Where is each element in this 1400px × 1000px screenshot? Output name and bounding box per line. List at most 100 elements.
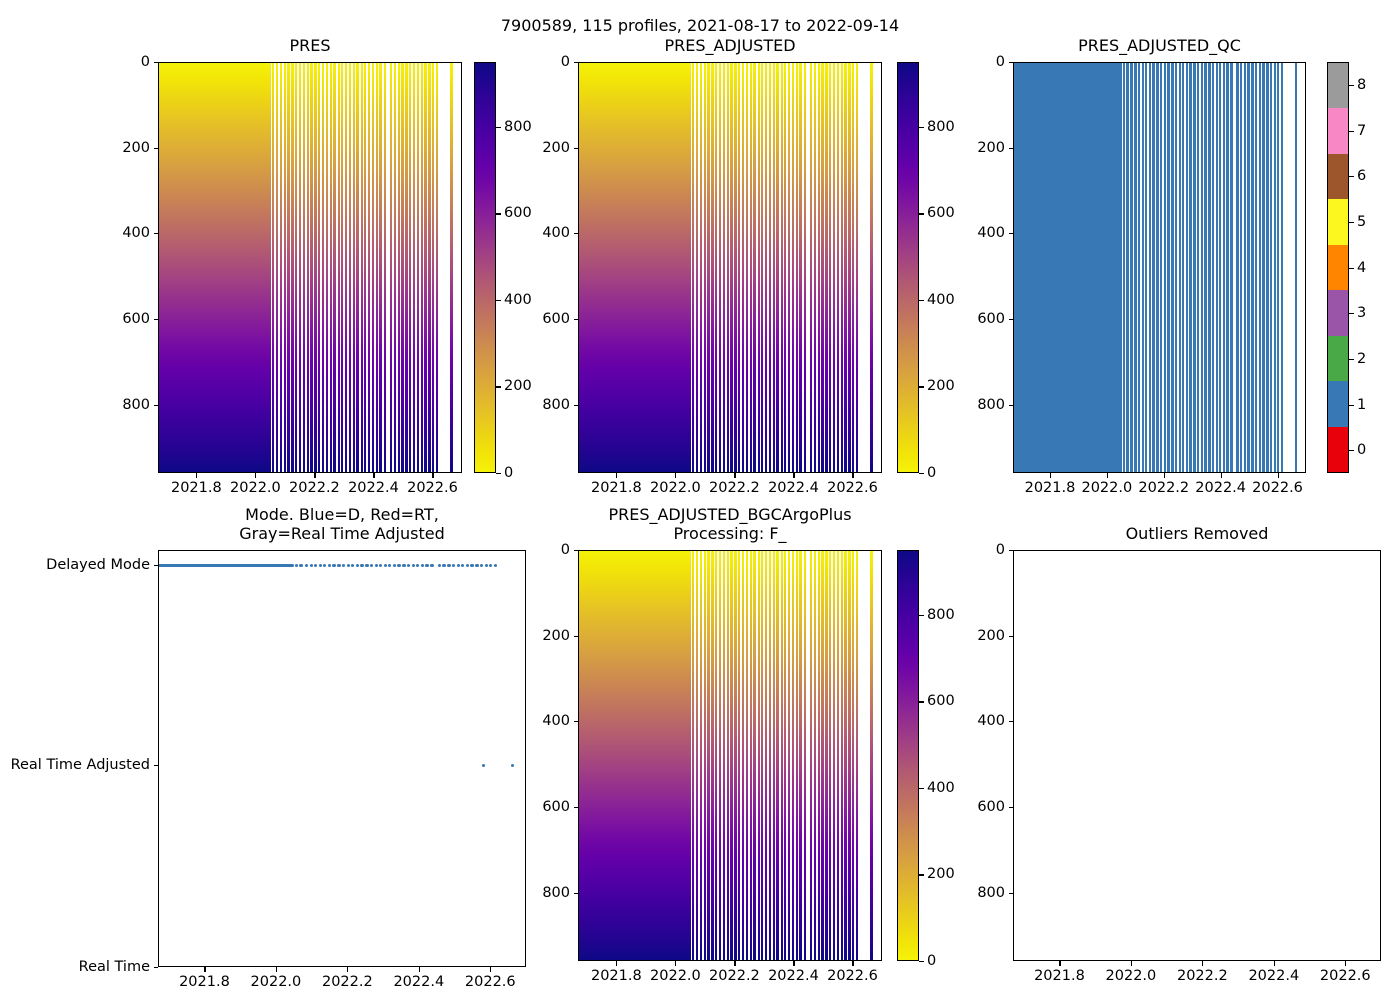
- profile-column: [699, 551, 702, 960]
- profile-column: [216, 63, 220, 472]
- xtick-mark-outliers_removed-2: [1202, 961, 1204, 966]
- profile-column: [227, 63, 231, 472]
- profile-column: [345, 63, 348, 472]
- profile-column: [651, 63, 655, 472]
- ytick-mark-mode-2: [153, 967, 158, 969]
- profile-column: [825, 63, 828, 472]
- profile-column: [665, 63, 669, 472]
- profile-column: [1266, 63, 1269, 472]
- profile-column: [1115, 63, 1119, 472]
- profile-column: [200, 63, 205, 472]
- ytick-mark-pres_adjusted_bgcargoplus-4: [573, 892, 578, 894]
- profile-column: [722, 551, 725, 960]
- profile-column: [160, 63, 164, 472]
- profile-column: [840, 63, 844, 472]
- profile-column: [1281, 63, 1284, 472]
- pressure-colorbar-tickmark-pres_adjusted_bgcargoplus-3: [919, 701, 924, 703]
- profile-column: [1226, 63, 1229, 472]
- xtick-mark-pres_adjusted-0: [616, 473, 618, 478]
- mode-point-delayed: [294, 563, 299, 568]
- mode-point-delayed: [318, 563, 323, 568]
- profile-column: [161, 63, 166, 472]
- ytick-mark-mode-1: [153, 764, 158, 766]
- profile-column: [236, 63, 240, 472]
- xtick-label-pres_adjusted_qc-3: 2022.4: [1195, 480, 1247, 496]
- xtick-label-pres_adjusted-4: 2022.6: [827, 480, 878, 496]
- profile-column: [768, 551, 772, 960]
- mode-point-delayed: [323, 563, 327, 568]
- profile-column: [199, 63, 203, 472]
- xtick-mark-pres_adjusted_bgcargoplus-2: [734, 961, 736, 966]
- pressure-colorbar-tickmark-pres_adjusted_bgcargoplus-4: [919, 614, 924, 616]
- ytick-label-pres-4: 800: [122, 396, 150, 413]
- pressure-colorbar-tick-pres_adjusted-2: 400: [927, 291, 955, 308]
- profile-column: [581, 63, 586, 472]
- profile-column: [715, 63, 718, 472]
- profile-column: [730, 63, 733, 472]
- xtick-label-outliers_removed-1: 2022.0: [1105, 968, 1157, 984]
- profile-column: [656, 551, 660, 960]
- profile-column: [668, 63, 672, 472]
- profile-column: [1134, 63, 1137, 472]
- xtick-mark-outliers_removed-0: [1059, 961, 1061, 966]
- profile-column: [844, 551, 847, 960]
- qc-colorbar: [1327, 62, 1349, 473]
- profile-column: [631, 63, 635, 472]
- mode-point-delayed: [484, 563, 488, 568]
- pressure-colorbar-tickmark-pres-2: [496, 299, 501, 302]
- profile-column: [589, 63, 593, 472]
- mode-point-delayed: [460, 563, 465, 568]
- profile-column: [661, 551, 665, 960]
- profile-column: [601, 63, 605, 472]
- profile-column: [682, 63, 687, 472]
- profile-column: [638, 63, 642, 472]
- profile-column: [223, 63, 228, 472]
- profile-column: [703, 63, 707, 472]
- pressure-colorbar-tick-pres_adjusted_bgcargoplus-4: 800: [927, 606, 955, 623]
- profile-column: [674, 63, 678, 472]
- profile-column: [183, 63, 187, 472]
- profile-column: [375, 63, 379, 472]
- profile-column: [784, 551, 787, 960]
- profile-column: [592, 551, 596, 960]
- profile-column: [658, 63, 662, 472]
- profile-column: [665, 551, 669, 960]
- profile-column: [642, 551, 646, 960]
- profile-column: [1088, 63, 1092, 472]
- profile-column: [1145, 63, 1148, 472]
- profile-column: [601, 551, 605, 960]
- profile-column: [581, 551, 586, 960]
- profile-column: [299, 63, 302, 472]
- profile-column: [1215, 63, 1218, 472]
- profile-column: [229, 63, 233, 472]
- mode-point-delayed: [411, 563, 416, 568]
- qc-colorbar-swatch-1: [1328, 381, 1348, 427]
- profile-column: [619, 551, 623, 960]
- xtick-mark-pres_adjusted-1: [675, 473, 677, 478]
- profile-column: [1114, 63, 1118, 472]
- mode-point-delayed: [378, 563, 383, 568]
- mode-point-delayed: [406, 563, 411, 568]
- qc-colorbar-swatch-3: [1328, 290, 1348, 336]
- profile-column: [248, 63, 252, 472]
- profile-column: [649, 551, 653, 960]
- profile-column: [271, 63, 274, 472]
- profile-column: [1062, 63, 1067, 472]
- profile-column: [757, 551, 760, 960]
- pressure-colorbar-tick-pres-2: 400: [504, 291, 532, 308]
- profile-column: [643, 551, 648, 960]
- ytick-label-mode-0: Delayed Mode: [46, 556, 150, 573]
- profile-column: [1141, 63, 1144, 472]
- profile-column: [628, 551, 632, 960]
- xtick-label-mode-1: 2022.0: [250, 974, 302, 990]
- profile-column: [204, 63, 208, 472]
- ytick-mark-pres_adjusted_bgcargoplus-1: [573, 635, 578, 637]
- ytick-label-pres_adjusted-2: 400: [542, 225, 570, 242]
- qc-colorbar-tickmark-0: [1349, 450, 1354, 452]
- profile-column: [848, 551, 851, 960]
- profile-column: [379, 63, 382, 472]
- profile-column: [279, 63, 282, 472]
- profile-column: [813, 551, 816, 960]
- xtick-mark-pres_adjusted_qc-2: [1163, 473, 1165, 478]
- ytick-label-pres-1: 200: [122, 139, 150, 156]
